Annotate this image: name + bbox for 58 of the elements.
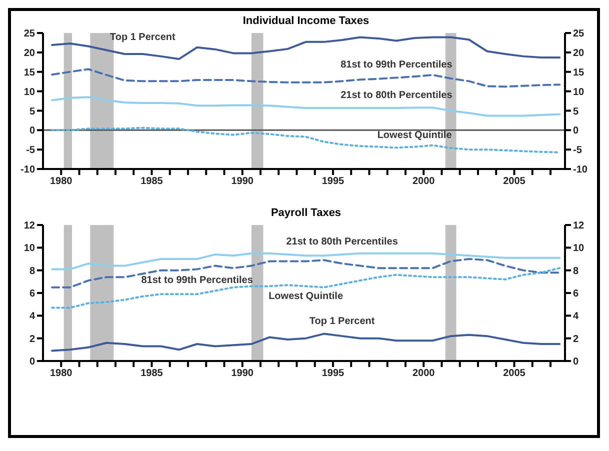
y-tick-label: 12	[24, 220, 36, 232]
x-tick-label: 1985	[140, 368, 164, 380]
x-tick-label: 1980	[50, 368, 73, 380]
y-tick-label: 5	[29, 106, 36, 118]
y2-tick-label: 20	[573, 48, 585, 59]
y2-tick-label: 15	[573, 67, 585, 78]
y2-tick-label: 10	[573, 243, 585, 254]
series-label: Top 1 Percent	[110, 32, 176, 43]
x-tick-label: 2000	[412, 176, 436, 188]
y2-tick-label: 2	[573, 334, 579, 345]
y2-tick-label: 25	[573, 28, 585, 40]
y-tick-label: 8	[29, 266, 36, 277]
y2-tick-label: 6	[573, 288, 579, 300]
series-label: Lowest Quintile	[377, 130, 452, 141]
y-tick-label: -10	[20, 164, 36, 176]
x-tick-label: 1985	[140, 176, 164, 188]
y2-tick-label: 0	[573, 126, 579, 137]
x-tick-label: 1995	[322, 368, 345, 380]
series-label: 21st to 80th Percentiles	[286, 236, 398, 248]
line-series	[51, 267, 561, 309]
chart-title: Payroll Taxes	[270, 207, 342, 221]
series-label: Top 1 Percent	[309, 316, 376, 328]
y-tick-label: 6	[29, 288, 36, 300]
line-series	[51, 252, 561, 270]
y2-tick-label: 10	[573, 86, 585, 98]
y2-tick-label: 0	[573, 356, 579, 368]
series-label: 81st to 99th Percentiles	[340, 60, 453, 71]
y-tick-label: 0	[29, 126, 36, 137]
line-series	[51, 126, 561, 154]
y-tick-label: 15	[24, 67, 36, 78]
line-series	[51, 332, 561, 352]
chart-title: Individual Income Taxes	[242, 15, 370, 29]
series-label: 21st to 80th Percentiles	[340, 90, 453, 101]
series-label: 81st to 99th Percentiles	[141, 275, 254, 286]
y-tick-label: 4	[29, 311, 36, 322]
y-tick-label: -5	[26, 145, 36, 156]
x-tick-label: 1990	[231, 368, 254, 380]
x-tick-label: 1990	[231, 176, 254, 188]
line-series	[51, 258, 561, 288]
y2-tick-label: 12	[573, 220, 585, 232]
y2-tick-label: 8	[573, 266, 579, 277]
y2-tick-label: 5	[573, 106, 579, 118]
line-series	[51, 68, 561, 88]
series-label: Lowest Quintile	[268, 291, 344, 302]
y-tick-label: 10	[24, 86, 36, 98]
y-tick-label: 10	[24, 243, 36, 254]
y2-tick-label: 4	[573, 311, 579, 322]
y2-tick-label: -5	[573, 145, 582, 156]
x-tick-label: 1980	[50, 176, 73, 188]
x-tick-label: 2005	[503, 176, 526, 188]
x-tick-label: 1995	[322, 176, 345, 188]
y-tick-label: 2	[29, 334, 36, 345]
x-tick-label: 2000	[412, 368, 436, 380]
y-tick-label: 20	[24, 48, 36, 59]
y-tick-label: 25	[24, 28, 36, 40]
y2-tick-label: -10	[573, 164, 588, 176]
y-tick-label: 0	[29, 356, 36, 368]
x-tick-label: 2005	[503, 368, 526, 380]
